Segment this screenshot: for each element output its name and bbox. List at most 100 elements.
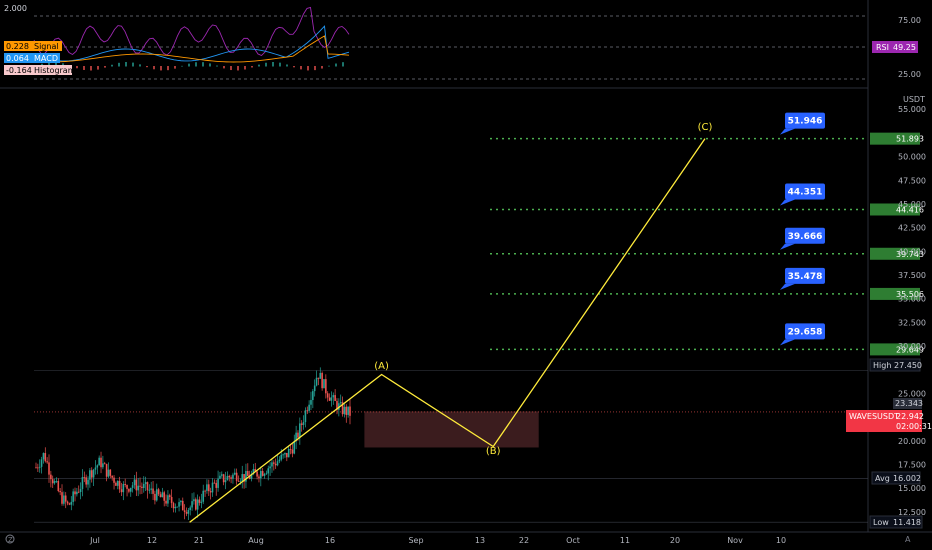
candle-body — [243, 474, 245, 482]
candle-body — [178, 502, 180, 507]
candle-body — [50, 474, 52, 480]
candle-body — [42, 453, 45, 460]
auto-scale-icon[interactable]: A — [905, 535, 911, 544]
macd-legend: 2.000 0.228 Signal 0.064 MACD -0.164 His… — [4, 4, 76, 75]
candle-body — [126, 485, 128, 489]
candle-body — [118, 480, 121, 490]
candle-body — [261, 471, 264, 476]
histogram-bar — [104, 66, 106, 68]
candle-body — [168, 495, 171, 497]
zoom-icon[interactable]: Z — [5, 534, 15, 544]
candle-body — [70, 501, 73, 505]
high-label: High — [873, 361, 891, 370]
avg-tag: Avg 16.002 — [871, 471, 921, 485]
target-callout — [785, 227, 825, 244]
candle-body — [226, 475, 229, 481]
candle-body — [291, 449, 294, 454]
candle-body — [258, 476, 260, 479]
target-level-tag — [870, 287, 920, 300]
candle-body — [241, 474, 244, 481]
candle-body — [120, 489, 123, 493]
time-tick-label: Nov — [727, 536, 743, 545]
candle-body — [48, 462, 50, 475]
candle-body — [230, 477, 232, 479]
candle-body — [282, 454, 284, 456]
candle-body — [269, 466, 271, 469]
candle-body — [341, 402, 344, 415]
histogram-bar — [251, 66, 253, 68]
histogram-bar — [62, 63, 64, 67]
low-label: Low — [873, 518, 889, 527]
candle-body — [332, 395, 335, 398]
candle-body — [267, 468, 270, 474]
price-tick-label: 40.000 — [898, 247, 926, 256]
candle-body — [217, 478, 219, 488]
candle-body — [96, 465, 99, 468]
macd-value-tag — [4, 53, 32, 63]
rsi-axis: 75.00 RSI 49.25 25.00 — [872, 16, 921, 79]
candle-body — [187, 510, 190, 514]
candle-body — [35, 467, 37, 469]
rsi-line — [33, 6, 350, 57]
target-callout-value: 51.946 — [788, 117, 823, 127]
candle-body — [256, 471, 258, 477]
histogram-bar — [48, 62, 50, 67]
signal-value-tag — [4, 41, 32, 51]
candle-body — [213, 482, 216, 484]
rsi-tag — [872, 41, 918, 53]
histogram-bar — [300, 66, 302, 70]
candle-body — [313, 385, 316, 392]
histogram-bar — [209, 63, 211, 67]
candle-body — [312, 391, 314, 401]
candle-body — [287, 448, 290, 458]
candle-body — [94, 467, 97, 470]
callout-pointer — [780, 339, 795, 346]
time-tick-label: Sep — [408, 536, 423, 545]
signal-line — [33, 35, 350, 63]
candle-body — [61, 492, 63, 504]
correction-zone — [364, 411, 539, 448]
candle-body — [207, 484, 210, 492]
candle-body — [345, 406, 348, 415]
candle-body — [152, 488, 154, 494]
rsi-tick-75: 75.00 — [898, 16, 921, 25]
candle-body — [115, 482, 117, 486]
candle-body — [68, 503, 71, 505]
candle-body — [302, 422, 305, 425]
elliott-wave-line — [189, 138, 706, 523]
candle-body — [222, 474, 225, 483]
avg-label: Avg — [875, 474, 890, 483]
low-tag: Low 11.418 — [869, 515, 923, 529]
last-price-tag: WAVESUSDT 22.942 02:00:31 — [846, 410, 932, 432]
candle-body — [274, 463, 277, 466]
candle-body — [141, 486, 143, 489]
candle-body — [133, 479, 136, 486]
candle-body — [163, 492, 166, 501]
histogram-bar — [118, 62, 120, 67]
histogram-bar — [55, 62, 57, 67]
time-tick-label: 13 — [475, 536, 485, 545]
time-tick-label: 21 — [194, 536, 204, 545]
last-price-value: 22.942 — [896, 412, 924, 421]
candle-body — [254, 468, 257, 472]
candle-body — [228, 475, 231, 478]
candle-body — [349, 406, 351, 416]
target-level-tag — [870, 132, 920, 145]
candle-body — [64, 495, 67, 502]
histogram-bar — [258, 64, 260, 67]
candle-body — [124, 484, 126, 486]
signal-label-tag — [32, 41, 62, 51]
candle-body — [38, 466, 41, 468]
candle-body — [319, 372, 322, 379]
candle-body — [46, 461, 48, 463]
price-tick-label: 30.000 — [898, 342, 926, 351]
histogram-bar — [160, 66, 162, 71]
candle-body — [85, 477, 87, 485]
candle-body — [98, 457, 100, 466]
candle-body — [44, 453, 47, 462]
price-tick-label: 47.500 — [898, 176, 926, 185]
candle-body — [100, 457, 102, 468]
candle-body — [326, 393, 329, 398]
